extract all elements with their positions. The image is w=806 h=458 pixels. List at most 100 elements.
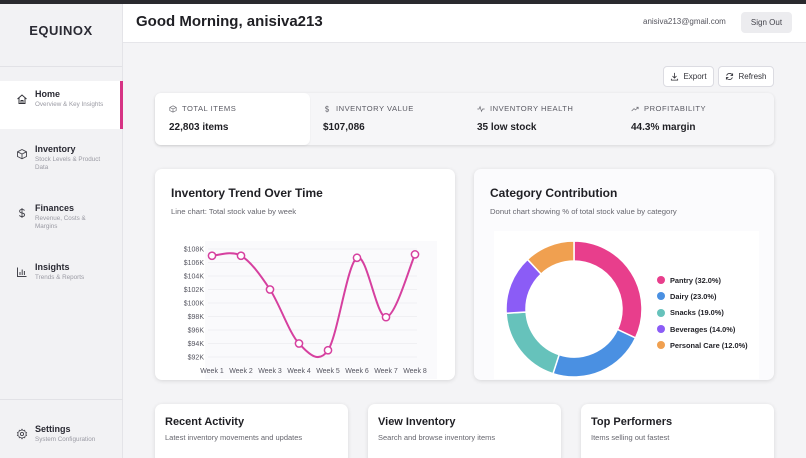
sidebar-item-label: Settings <box>35 424 71 434</box>
y-tick-label: $102K <box>184 287 205 294</box>
gear-icon <box>16 428 28 440</box>
panel-title: Inventory Trend Over Time <box>171 186 323 200</box>
recent-activity-card[interactable]: Recent Activity Latest inventory movemen… <box>155 404 348 458</box>
sidebar-item-label: Insights <box>35 262 70 272</box>
card-subtitle: Latest inventory movements and updates <box>165 433 303 442</box>
x-tick-label: Week 4 <box>287 368 311 375</box>
data-point <box>236 251 246 261</box>
stat-value: $107,086 <box>323 122 365 133</box>
top-strip <box>0 0 806 4</box>
sidebar-item-home[interactable]: Home Overview & Key Insights <box>0 81 123 129</box>
y-tick-label: $108K <box>184 247 205 254</box>
sidebar-item-sub: Trends & Reports <box>35 274 85 281</box>
legend-swatch <box>657 325 665 334</box>
stat-label: PROFITABILITY <box>644 104 707 113</box>
download-icon <box>671 72 679 81</box>
home-icon <box>16 93 28 105</box>
data-point <box>410 250 420 259</box>
sidebar-item-label: Home <box>35 89 61 99</box>
dollar-icon <box>325 105 330 112</box>
line-chart: $92K $94K $96K $98K $100K $102K $104K $106K $108… <box>184 241 437 379</box>
sidebar-item-sub: System Configuration <box>35 436 96 443</box>
refresh-label: Refresh <box>738 72 767 81</box>
stat-inventory-value: INVENTORY VALUE $107,086 <box>309 93 414 145</box>
legend-item: Dairy (23.0%) <box>657 288 748 304</box>
data-point <box>352 253 362 263</box>
sidebar-item-insights[interactable]: Insights Trends & Reports <box>0 254 123 302</box>
stat-value: 35 low stock <box>477 122 537 133</box>
legend-item: Personal Care (12.0%) <box>657 337 748 353</box>
legend-label: Snacks (19.0%) <box>670 308 724 318</box>
legend-item: Pantry (32.0%) <box>657 272 748 288</box>
sidebar-item-finances[interactable]: Finances Revenue, Costs & Margins <box>0 195 123 243</box>
donut-slice <box>526 240 575 276</box>
page-title: Good Morning, anisiva213 <box>136 13 323 30</box>
legend-swatch <box>657 308 665 317</box>
legend-swatch <box>657 276 665 285</box>
legend-swatch <box>657 292 665 301</box>
sign-out-button[interactable]: Sign Out <box>741 12 792 33</box>
legend-label: Personal Care (12.0%) <box>670 340 748 350</box>
y-tick-label: $92K <box>188 355 205 362</box>
category-contribution-panel: Category Contribution Donut chart showin… <box>474 169 774 380</box>
trend-up-icon <box>631 106 639 111</box>
bar-chart-icon <box>16 266 28 278</box>
card-title: Top Performers <box>591 416 673 428</box>
data-point <box>323 345 333 355</box>
refresh-button[interactable]: Refresh <box>718 66 774 87</box>
view-inventory-card[interactable]: View Inventory Search and browse invento… <box>368 404 561 458</box>
sidebar-item-sub: Stock Levels & Product Data <box>35 156 101 171</box>
sidebar-item-settings[interactable]: Settings System Configuration <box>0 416 123 458</box>
sidebar-item-inventory[interactable]: Inventory Stock Levels & Product Data <box>0 136 123 184</box>
data-point <box>265 285 275 294</box>
header: Good Morning, anisiva213 anisiva213@gmai… <box>123 4 806 43</box>
legend-swatch <box>657 341 665 350</box>
top-performers-card[interactable]: Top Performers Items selling out fastest <box>581 404 774 458</box>
dollar-icon <box>16 207 28 219</box>
y-tick-label: $98K <box>188 314 205 321</box>
export-label: Export <box>683 72 707 81</box>
y-tick-label: $100K <box>184 301 205 308</box>
stat-label: TOTAL ITEMS <box>182 104 237 113</box>
legend-item: Snacks (19.0%) <box>657 305 748 321</box>
sidebar-item-sub: Overview & Key Insights <box>35 101 104 108</box>
legend-item: Beverages (14.0%) <box>657 321 748 337</box>
user-email: anisiva213@gmail.com <box>643 17 726 26</box>
y-tick-label: $104K <box>184 274 205 281</box>
stat-inventory-health: INVENTORY HEALTH 35 low stock <box>463 93 573 145</box>
legend-label: Pantry (32.0%) <box>670 275 721 285</box>
sidebar-item-sub: Revenue, Costs & Margins <box>35 215 86 230</box>
y-tick-label: $94K <box>188 341 205 348</box>
card-subtitle: Items selling out fastest <box>591 433 670 442</box>
card-title: Recent Activity <box>165 416 245 428</box>
brand-logo: EQUINOX <box>29 22 93 38</box>
y-tick-label: $106K <box>184 260 205 267</box>
card-subtitle: Search and browse inventory items <box>378 433 496 442</box>
stat-total-items: TOTAL ITEMS 22,803 items <box>155 93 310 145</box>
stat-value: 22,803 items <box>169 122 229 133</box>
cube-icon <box>169 104 177 113</box>
refresh-icon <box>726 73 734 80</box>
x-tick-label: Week 3 <box>258 368 282 375</box>
data-point <box>294 339 304 348</box>
box-icon <box>16 148 28 160</box>
stat-label: INVENTORY VALUE <box>336 104 414 113</box>
stats-card: TOTAL ITEMS 22,803 items INVENTORY VALUE… <box>155 93 774 145</box>
stat-value: 44.3% margin <box>631 122 696 133</box>
x-tick-label: Week 1 <box>200 368 224 375</box>
panel-subtitle: Line chart: Total stock value by week <box>171 207 297 216</box>
stat-profitability: PROFITABILITY 44.3% margin <box>617 93 706 145</box>
divider <box>0 66 122 67</box>
sidebar-item-label: Finances <box>35 203 75 213</box>
export-button[interactable]: Export <box>663 66 714 87</box>
x-tick-label: Week 7 <box>374 368 398 375</box>
y-tick-label: $96K <box>188 328 205 335</box>
x-tick-label: Week 6 <box>345 368 369 375</box>
legend-label: Dairy (23.0%) <box>670 291 717 301</box>
legend-label: Beverages (14.0%) <box>670 324 736 334</box>
divider <box>0 399 123 400</box>
panel-subtitle: Donut chart showing % of total stock val… <box>490 207 677 216</box>
stat-label: INVENTORY HEALTH <box>490 104 574 113</box>
chart-legend: Pantry (32.0%) Dairy (23.0%) Snacks (19.0%… <box>657 272 748 353</box>
panel-title: Category Contribution <box>490 186 618 200</box>
